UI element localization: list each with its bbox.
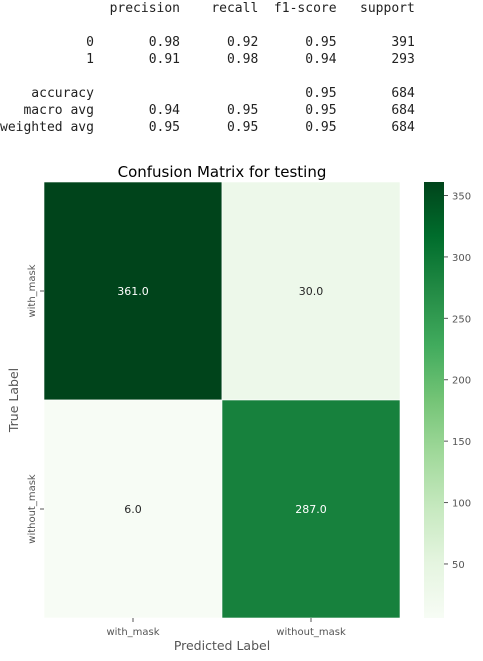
heatmap-cell: [221, 399, 401, 619]
x-tick-label: with_mask: [106, 627, 159, 638]
report-class-1-row: 1 0.91 0.98 0.94 293: [0, 52, 415, 67]
y-tick-labels: with_mask without_mask: [27, 264, 44, 544]
heatmap-cell: [43, 181, 223, 401]
report-blank-row: [0, 17, 415, 34]
report-accuracy-row: accuracy 0.95 684: [0, 86, 415, 101]
heatmap-cell: [43, 399, 223, 619]
confusion-matrix-chart: Confusion Matrix for testing 361.0 30.0 6.…: [6, 163, 471, 653]
cell-value-label: 361.0: [117, 285, 149, 298]
colorbar-tick-label: 350: [452, 192, 471, 203]
report-blank-row: [0, 68, 415, 85]
colorbar: [424, 182, 444, 618]
report-macro-avg-row: macro avg 0.94 0.95 0.95 684: [0, 103, 415, 118]
y-tick-label: with_mask: [27, 264, 38, 317]
colorbar-ticks: 50 100 150 200 250 300 350: [444, 192, 471, 571]
classification-report: precision recall f1-score support 0 0.98…: [0, 0, 415, 136]
heatmap-cell-labels: 361.0 30.0 6.0 287.0: [117, 285, 327, 516]
colorbar-tick-label: 50: [452, 560, 465, 571]
cell-value-label: 30.0: [299, 285, 324, 298]
chart-title: Confusion Matrix for testing: [118, 163, 327, 181]
y-axis-label: True Label: [6, 368, 21, 433]
cell-value-label: 6.0: [124, 503, 142, 516]
cell-value-label: 287.0: [295, 503, 327, 516]
colorbar-tick-label: 300: [452, 253, 471, 264]
x-axis-label: Predicted Label: [174, 638, 270, 653]
colorbar-tick-label: 100: [452, 499, 471, 510]
heatmap-cells: [43, 181, 401, 619]
colorbar-tick-label: 200: [452, 376, 471, 387]
heatmap-cell: [221, 181, 401, 401]
report-weighted-avg-row: weighted avg 0.95 0.95 0.95 684: [0, 120, 415, 135]
report-class-0-row: 0 0.98 0.92 0.95 391: [0, 35, 415, 50]
x-tick-label: without_mask: [276, 627, 346, 638]
colorbar-tick-label: 150: [452, 437, 471, 448]
x-tick-labels: with_mask without_mask: [106, 618, 346, 638]
y-tick-label: without_mask: [27, 474, 38, 544]
colorbar-tick-label: 250: [452, 314, 471, 325]
report-header-row: precision recall f1-score support: [0, 1, 415, 16]
